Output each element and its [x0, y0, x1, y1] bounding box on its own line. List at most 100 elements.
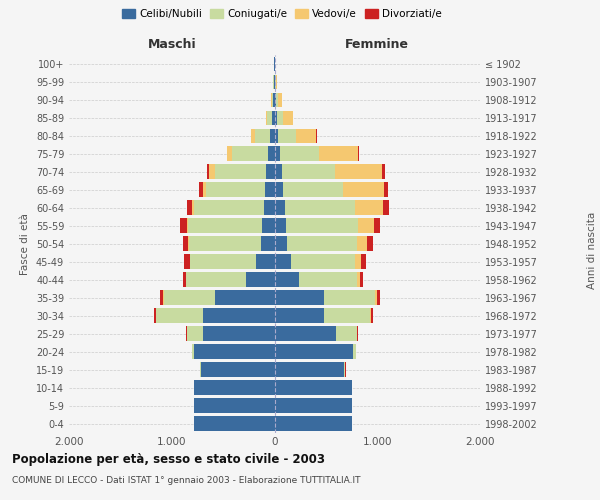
Bar	[192, 200, 194, 215]
Bar	[266, 110, 268, 126]
Bar	[194, 344, 275, 359]
Bar	[360, 272, 364, 287]
Bar	[383, 200, 389, 215]
Bar	[343, 182, 385, 197]
Bar	[203, 182, 206, 197]
Bar	[275, 182, 283, 197]
Bar	[286, 218, 358, 233]
Bar	[382, 164, 385, 179]
Bar	[370, 308, 371, 323]
Bar	[275, 326, 336, 341]
Bar	[299, 272, 357, 287]
Bar	[187, 200, 193, 215]
Bar	[344, 362, 345, 377]
Bar	[188, 236, 189, 251]
Bar	[335, 164, 382, 179]
Bar	[355, 200, 383, 215]
Bar	[356, 272, 360, 287]
Bar	[361, 254, 367, 269]
Legend: Celibi/Nubili, Coniugati/e, Vedovi/e, Divorziati/e: Celibi/Nubili, Coniugati/e, Vedovi/e, Di…	[118, 5, 446, 24]
Bar	[275, 146, 280, 161]
Bar	[355, 254, 361, 269]
Bar	[275, 110, 277, 126]
Bar	[188, 218, 262, 233]
Bar	[275, 218, 286, 233]
Bar	[164, 290, 215, 305]
Bar	[275, 92, 278, 108]
Bar	[200, 362, 275, 377]
Bar	[154, 308, 156, 323]
Bar	[206, 182, 265, 197]
Bar	[251, 128, 255, 144]
Bar	[190, 254, 256, 269]
Bar	[275, 128, 278, 144]
Bar	[358, 146, 359, 161]
Bar	[336, 326, 356, 341]
Bar	[227, 146, 232, 161]
Bar	[160, 290, 163, 305]
Bar	[192, 344, 194, 359]
Bar	[194, 380, 275, 395]
Bar	[278, 128, 296, 144]
Bar	[291, 254, 355, 269]
Bar	[275, 164, 281, 179]
Bar	[261, 236, 275, 251]
Bar	[232, 146, 268, 161]
Bar	[187, 326, 203, 341]
Bar	[285, 200, 355, 215]
Bar	[183, 272, 186, 287]
Bar	[275, 74, 277, 90]
Y-axis label: Fasce di età: Fasce di età	[20, 213, 30, 274]
Bar	[262, 218, 275, 233]
Bar	[181, 218, 187, 233]
Bar	[275, 236, 287, 251]
Bar	[157, 308, 203, 323]
Bar	[287, 236, 356, 251]
Bar	[184, 254, 190, 269]
Bar	[275, 290, 324, 305]
Bar	[278, 92, 281, 108]
Bar	[256, 254, 275, 269]
Bar	[187, 218, 188, 233]
Bar	[271, 128, 275, 144]
Bar	[356, 236, 367, 251]
Bar	[275, 398, 352, 413]
Bar	[194, 200, 264, 215]
Bar	[265, 182, 275, 197]
Bar	[353, 344, 356, 359]
Bar	[385, 182, 388, 197]
Bar	[272, 110, 275, 126]
Bar	[324, 308, 370, 323]
Bar	[275, 416, 352, 431]
Bar	[281, 164, 335, 179]
Bar	[266, 164, 275, 179]
Bar	[246, 272, 275, 287]
Bar	[209, 164, 215, 179]
Bar	[275, 362, 344, 377]
Bar	[275, 272, 299, 287]
Bar	[274, 92, 275, 108]
Text: Maschi: Maschi	[148, 38, 196, 52]
Bar	[268, 146, 275, 161]
Bar	[206, 164, 209, 179]
Bar	[367, 236, 373, 251]
Bar	[275, 254, 291, 269]
Bar	[189, 236, 261, 251]
Text: Popolazione per età, sesso e stato civile - 2003: Popolazione per età, sesso e stato civil…	[12, 452, 325, 466]
Bar	[275, 200, 285, 215]
Bar	[277, 110, 283, 126]
Bar	[203, 308, 275, 323]
Bar	[371, 308, 373, 323]
Bar	[374, 218, 380, 233]
Bar	[186, 272, 246, 287]
Bar	[194, 416, 275, 431]
Text: Anni di nascita: Anni di nascita	[587, 212, 597, 288]
Bar	[296, 128, 316, 144]
Bar	[319, 146, 358, 161]
Bar	[275, 308, 324, 323]
Bar	[199, 182, 203, 197]
Bar	[324, 290, 375, 305]
Bar	[283, 182, 343, 197]
Bar	[377, 290, 380, 305]
Bar	[182, 236, 188, 251]
